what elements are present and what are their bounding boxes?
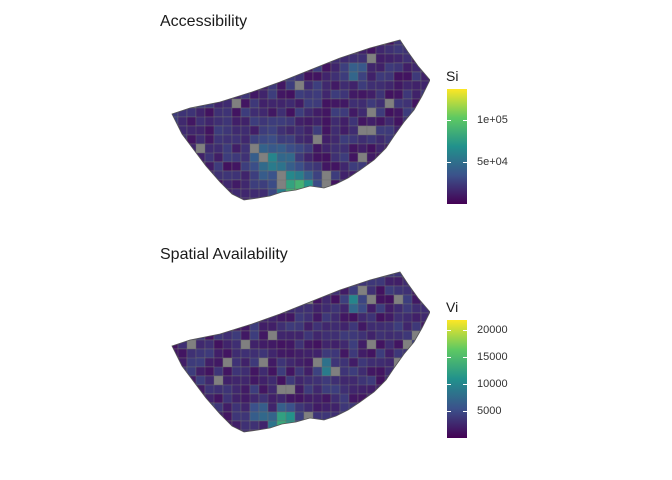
vi-tick-label: 5000 (477, 405, 502, 417)
si-tick-label: 5e+04 (477, 156, 508, 168)
vi-tick-label: 20000 (477, 324, 508, 336)
accessibility-panel: Accessibility Si 1e+05 5e+04 (160, 13, 508, 204)
census-tracts (172, 272, 430, 432)
vi-tick-mark (447, 384, 451, 385)
si-legend-title: Si (446, 68, 459, 84)
si-tick-mark (463, 120, 467, 121)
vi-tick-mark (463, 411, 467, 412)
vi-tick-mark (463, 357, 467, 358)
si-tick-mark (463, 162, 467, 163)
vi-tick-mark (447, 357, 451, 358)
si-tick-mark (447, 120, 451, 121)
vi-tick-mark (463, 330, 467, 331)
si-tick-mark (447, 162, 451, 163)
spatial-availability-title: Spatial Availability (160, 246, 288, 263)
vi-colorbar (447, 320, 467, 438)
vi-tick-label: 10000 (477, 378, 508, 390)
vi-tick-label: 15000 (477, 351, 508, 363)
si-colorbar (447, 89, 467, 204)
spatial-availability-map (171, 271, 430, 433)
census-tracts (172, 40, 430, 200)
spatial-availability-panel: Spatial Availability Vi 20000 15000 1000… (0, 240, 672, 480)
accessibility-title: Accessibility (160, 13, 248, 30)
si-tick-label: 1e+05 (477, 114, 508, 126)
city-boundary (171, 271, 430, 433)
city-boundary (171, 39, 430, 201)
vi-tick-mark (447, 330, 451, 331)
vi-legend-title: Vi (446, 299, 459, 315)
accessibility-map (171, 39, 430, 201)
vi-tick-mark (463, 384, 467, 385)
vi-tick-mark (447, 411, 451, 412)
